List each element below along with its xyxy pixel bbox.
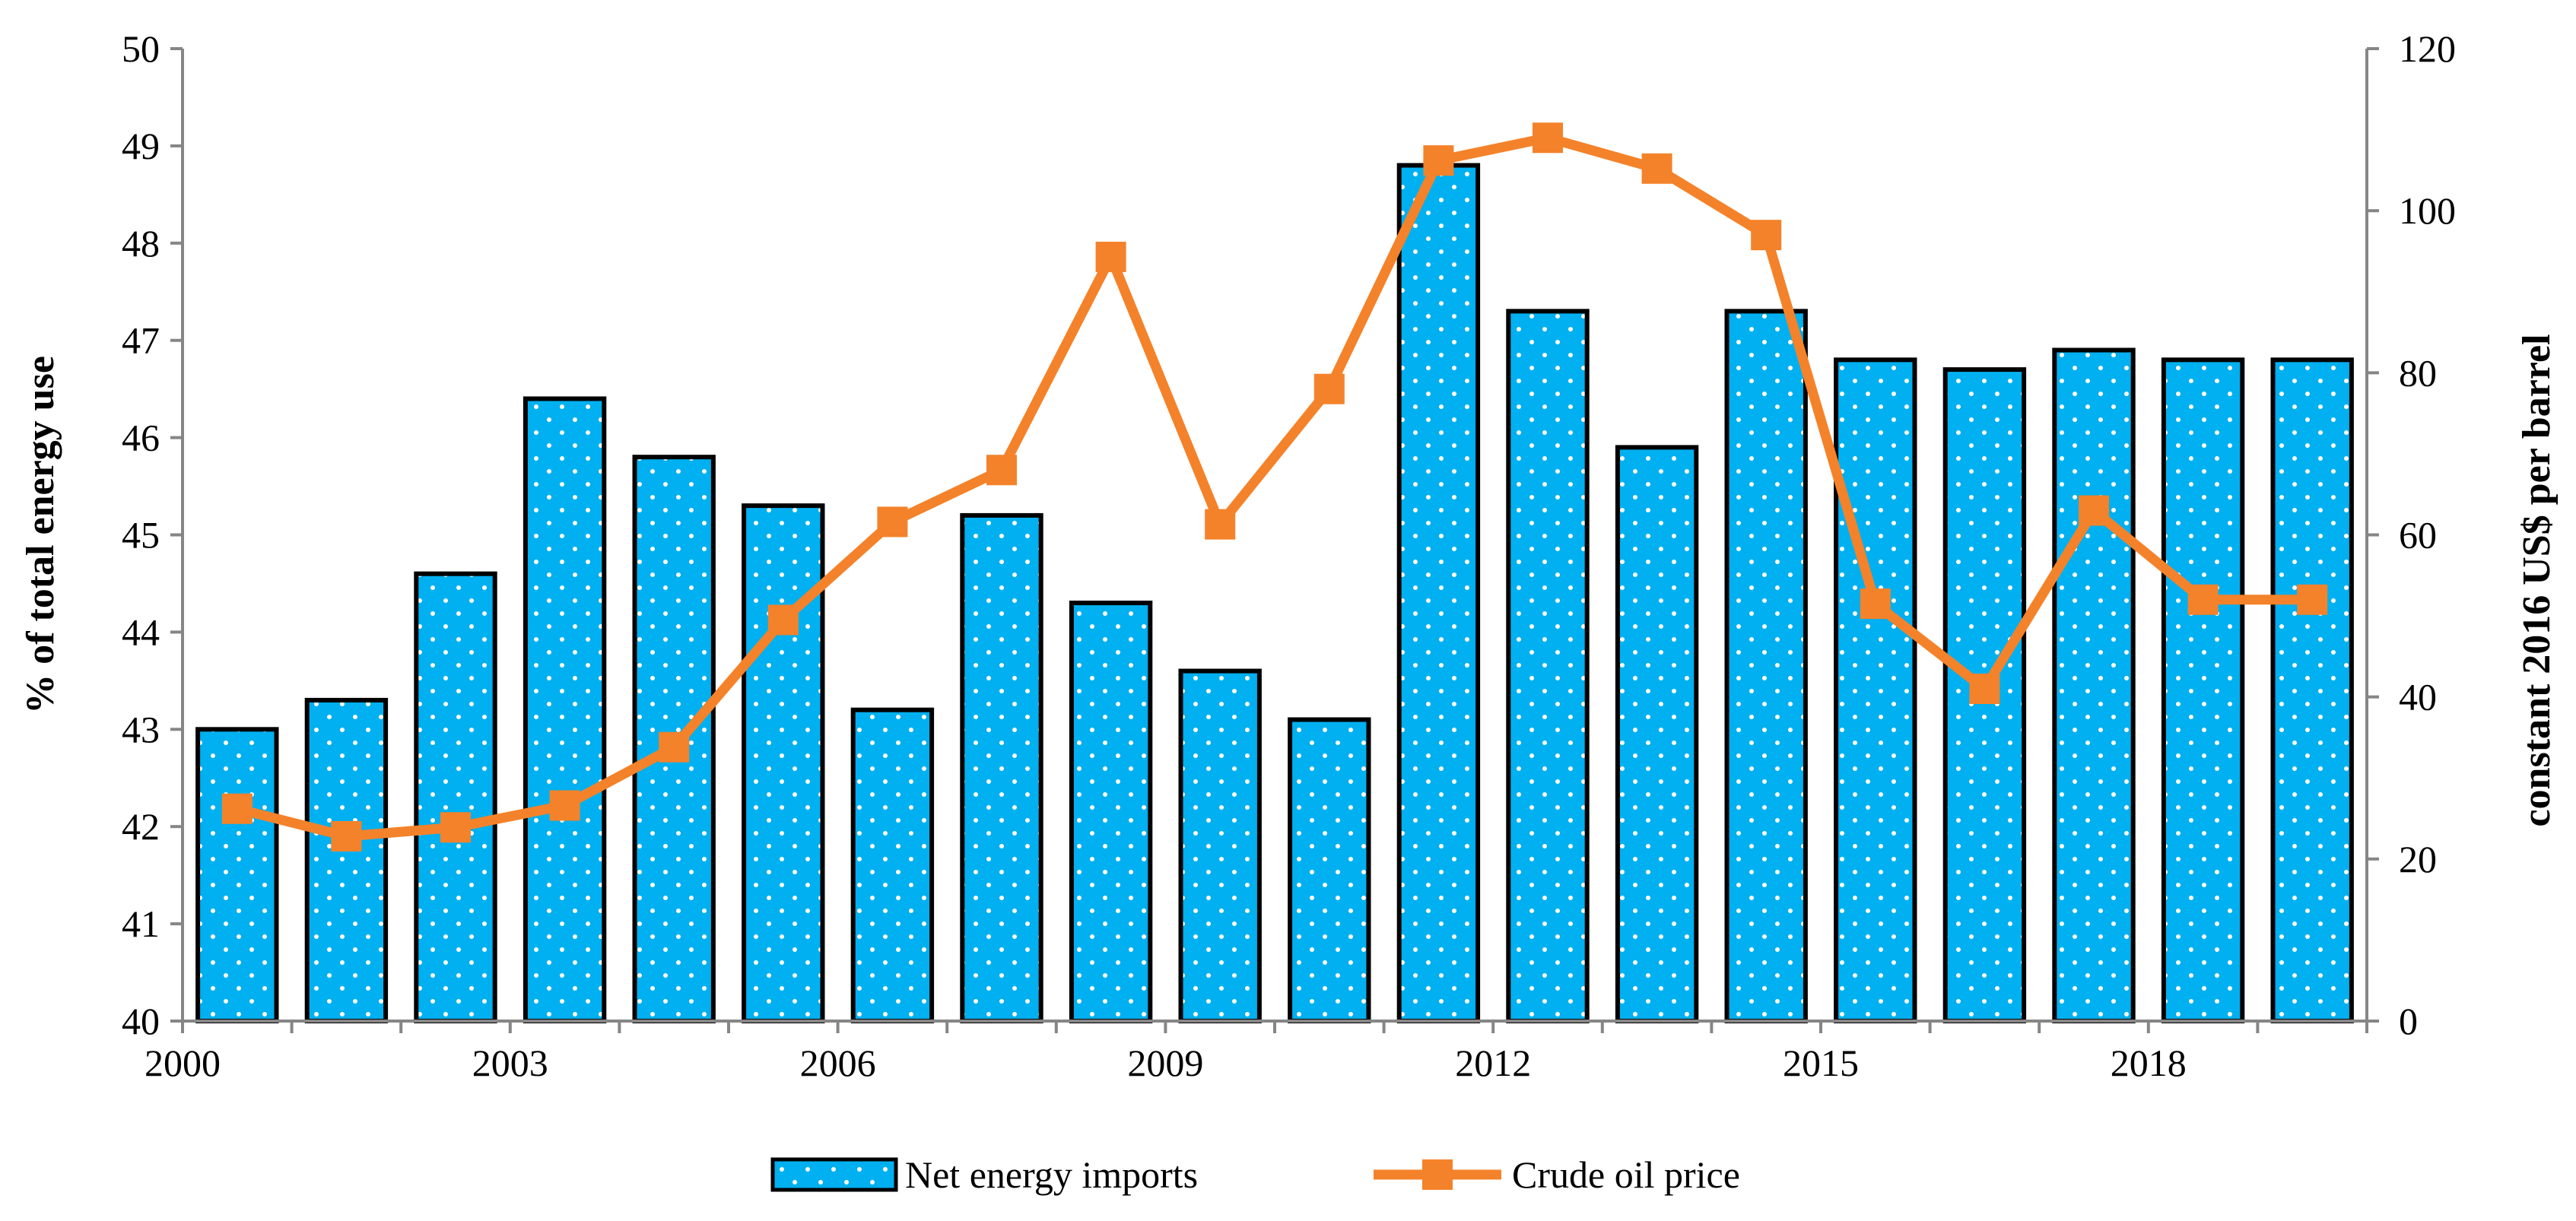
bar-2007 — [960, 512, 1043, 1023]
labels-layer: 40 41 42 43 44 45 46 47 48 49 50 0 20 40 60 80 100 120 200… — [19, 27, 2559, 1084]
bar-2008 — [1069, 601, 1153, 1023]
crude-oil-marker-2017 — [2079, 495, 2109, 526]
left-tick-label: 49 — [122, 125, 160, 167]
bar-2011 — [1396, 163, 1481, 1024]
crude-oil-marker-2018 — [2187, 584, 2219, 615]
left-tick-label: 46 — [122, 417, 160, 459]
x-tick-label: 2006 — [800, 1042, 876, 1084]
crude-oil-marker-2008 — [1095, 241, 1126, 272]
crude-oil-marker-2006 — [877, 506, 908, 538]
crude-oil-marker-2000 — [221, 793, 253, 824]
bar-2017 — [2052, 347, 2136, 1023]
legend-net-energy-imports: Net energy imports — [905, 1153, 1198, 1196]
bar-2006 — [850, 707, 935, 1023]
legend: Net energy imports Crude oil price — [770, 1153, 1740, 1196]
bar-2005 — [742, 503, 825, 1023]
bar-2014 — [1724, 309, 1808, 1023]
crude-oil-marker-2019 — [2297, 584, 2328, 615]
bar-2009 — [1178, 668, 1262, 1023]
crude-oil-marker-2009 — [1205, 509, 1236, 540]
crude-oil-marker-2012 — [1533, 122, 1563, 154]
left-tick-label: 44 — [122, 610, 160, 653]
left-tick-label: 48 — [122, 222, 160, 265]
crude-oil-marker-2004 — [659, 731, 690, 763]
left-tick-label: 45 — [122, 514, 160, 557]
crude-oil-marker-2011 — [1423, 145, 1454, 176]
bar-2010 — [1288, 717, 1371, 1023]
right-tick-label: 100 — [2399, 189, 2456, 232]
right-tick-label: 20 — [2399, 838, 2437, 880]
crude-oil-marker-2016 — [1969, 674, 2000, 705]
line-layer — [221, 122, 2328, 852]
left-tick-label: 43 — [122, 708, 160, 750]
left-tick-label: 47 — [122, 319, 160, 362]
bar-2018 — [2161, 357, 2245, 1023]
left-tick-label: 50 — [122, 27, 160, 70]
right-tick-label: 120 — [2399, 27, 2456, 70]
bar-2003 — [523, 396, 607, 1023]
x-tick-label: 2009 — [1127, 1042, 1203, 1084]
right-axis-title: constant 2016 US$ per barrel — [2515, 334, 2559, 826]
crude-oil-marker-2005 — [767, 604, 799, 636]
x-tick-label: 2018 — [2111, 1042, 2187, 1084]
right-tick-label: 80 — [2399, 351, 2437, 394]
left-tick-label: 42 — [122, 805, 160, 848]
legend-line-marker — [1422, 1159, 1453, 1190]
bar-2013 — [1615, 445, 1699, 1023]
left-tick-label: 41 — [122, 902, 160, 945]
crude-oil-marker-2015 — [1860, 588, 1891, 620]
bars-layer — [195, 163, 2354, 1024]
legend-crude-oil-price: Crude oil price — [1512, 1153, 1740, 1196]
x-tick-label: 2000 — [145, 1042, 221, 1084]
bar-2012 — [1506, 309, 1590, 1023]
crude-oil-marker-2014 — [1751, 220, 1782, 251]
x-tick-label: 2003 — [472, 1042, 548, 1084]
right-tick-label: 40 — [2399, 676, 2437, 718]
x-tick-label: 2015 — [1783, 1042, 1859, 1084]
crude-oil-marker-2003 — [549, 790, 580, 821]
bar-2000 — [195, 727, 279, 1023]
right-tick-label: 60 — [2399, 514, 2437, 557]
crude-oil-marker-2013 — [1641, 153, 1672, 184]
left-axis-title: % of total energy use — [19, 356, 62, 714]
crude-oil-marker-2010 — [1313, 373, 1345, 404]
left-tick-label: 40 — [122, 1000, 160, 1042]
bar-2002 — [414, 571, 497, 1023]
crude-oil-marker-2001 — [331, 820, 362, 852]
crude-oil-marker-2007 — [986, 455, 1017, 486]
right-tick-label: 0 — [2399, 1000, 2418, 1042]
bar-2015 — [1834, 357, 1917, 1023]
legend-bar-swatch — [770, 1157, 898, 1192]
x-tick-label: 2012 — [1455, 1042, 1531, 1084]
bar-2019 — [2270, 357, 2354, 1023]
axes-layer — [170, 47, 2379, 1033]
crude-oil-marker-2002 — [440, 812, 471, 843]
crude-oil-price-line — [236, 132, 2313, 842]
bar-2001 — [304, 697, 389, 1023]
